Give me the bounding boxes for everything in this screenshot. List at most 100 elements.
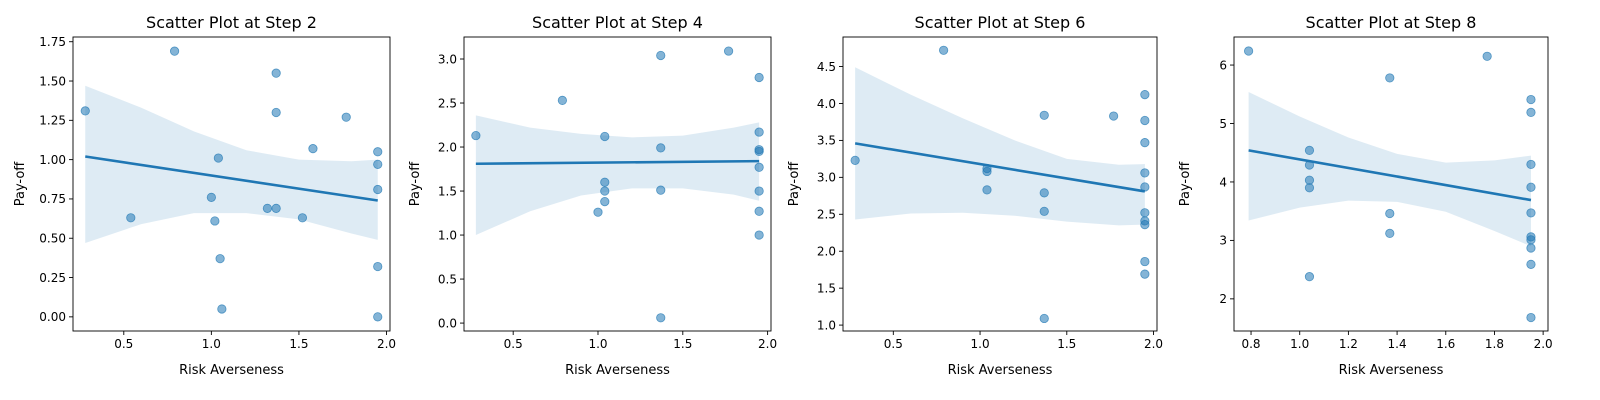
- data-point: [308, 144, 318, 154]
- data-point: [754, 146, 764, 157]
- y-tick-label: 3.0: [438, 52, 457, 66]
- y-tick-label: 4: [1219, 175, 1227, 189]
- subplot-step-2: 0.5 1.0 1.5 2.0 0.00 0.25 0.50 0.75 1.00 1.25 1.50…: [13, 13, 396, 378]
- data-point: [297, 213, 308, 223]
- y-tick-label: 0.75: [39, 192, 66, 206]
- y-axis-label: Pay-off: [408, 161, 423, 207]
- y-tick-label: 0.50: [39, 232, 66, 246]
- data-point: [80, 106, 90, 116]
- x-tick-label: 0.5: [504, 337, 523, 351]
- axes-frame: [463, 36, 772, 332]
- data-point: [217, 304, 227, 314]
- data-point: [373, 184, 383, 195]
- data-point: [271, 68, 281, 78]
- data-point: [754, 127, 764, 137]
- y-tick-label: 4.0: [817, 97, 836, 111]
- data-point: [373, 147, 383, 157]
- x-tick-label: 0.5: [114, 337, 133, 351]
- y-tick-label: 2.0: [438, 140, 457, 154]
- x-axis-label: Risk Averseness: [565, 363, 670, 378]
- x-tick-label: 1.0: [588, 337, 607, 351]
- data-point: [1482, 51, 1492, 61]
- x-tick-label: 1.2: [1339, 337, 1358, 351]
- data-point: [1385, 228, 1395, 238]
- x-tick-label: 0.5: [884, 337, 903, 351]
- regression-line: [1248, 149, 1532, 202]
- y-tick-label: 1.50: [39, 74, 66, 88]
- data-point: [210, 216, 220, 226]
- data-point: [1526, 208, 1536, 218]
- data-point: [1526, 94, 1536, 105]
- confidence-band: [855, 67, 1145, 226]
- data-point: [1526, 235, 1536, 245]
- data-point: [600, 177, 610, 187]
- data-point: [982, 185, 992, 195]
- y-tick-label: 5: [1219, 117, 1227, 131]
- y-tick-label: 1.25: [39, 114, 66, 128]
- y-axis-label: Pay-off: [787, 161, 802, 207]
- data-point: [982, 166, 992, 177]
- data-point: [557, 95, 567, 105]
- x-tick-label: 1.0: [202, 337, 221, 351]
- x-axis-label: Risk Averseness: [1339, 363, 1444, 378]
- data-point: [754, 162, 764, 172]
- y-tick-label: 3: [1219, 234, 1227, 248]
- subplot-step-6: 0.5 1.0 1.5 2.0 1.0 1.5 2.0 2.5 3.0 3.5 4.0 4.5 Scat…: [787, 13, 1163, 378]
- y-axis-label: Pay-off: [1178, 161, 1193, 207]
- x-tick-label: 1.8: [1485, 337, 1504, 351]
- data-point: [754, 186, 764, 196]
- x-tick-label: 1.5: [1057, 337, 1076, 351]
- x-axis-label: Risk Averseness: [948, 363, 1053, 378]
- data-point: [939, 45, 949, 55]
- data-point: [850, 155, 860, 165]
- data-point: [1526, 182, 1536, 192]
- axes-frame: [842, 36, 1158, 332]
- y-tick-label: 2.5: [817, 208, 836, 222]
- y-tick-label: 0.0: [438, 316, 457, 330]
- data-point: [600, 131, 610, 142]
- data-point: [656, 185, 666, 195]
- data-point: [1140, 220, 1150, 230]
- data-point: [1304, 272, 1315, 282]
- y-tick-label: 0.25: [39, 271, 66, 285]
- data-point: [262, 203, 273, 213]
- data-point: [754, 206, 764, 216]
- data-point: [1140, 90, 1150, 100]
- x-tick-label: 0.8: [1241, 337, 1260, 351]
- confidence-band: [475, 115, 760, 236]
- y-tick-label: 0.00: [39, 310, 66, 324]
- data-point: [656, 143, 666, 153]
- data-point: [1304, 175, 1315, 185]
- y-tick-label: 2.0: [817, 245, 836, 259]
- chart-title: Scatter Plot at Step 4: [532, 13, 703, 32]
- data-point: [1140, 269, 1150, 279]
- x-tick-label: 1.5: [289, 337, 308, 351]
- data-point: [373, 312, 383, 322]
- data-point: [1140, 138, 1150, 148]
- data-point: [169, 46, 180, 56]
- x-tick-label: 1.4: [1388, 337, 1407, 351]
- y-tick-label: 1.00: [39, 153, 66, 167]
- axes-frame: [72, 36, 391, 332]
- data-point: [373, 159, 383, 169]
- confidence-band: [1248, 91, 1531, 247]
- data-point: [1526, 107, 1536, 117]
- regression-line: [475, 159, 760, 166]
- x-tick-label: 1.6: [1436, 337, 1455, 351]
- data-point: [1039, 206, 1049, 216]
- data-point: [1140, 168, 1150, 178]
- y-tick-label: 6: [1219, 58, 1227, 72]
- confidence-band: [85, 85, 378, 243]
- data-point: [600, 186, 610, 196]
- data-point: [656, 313, 666, 323]
- data-point: [1140, 115, 1150, 126]
- data-point: [1039, 313, 1049, 324]
- data-point: [1039, 188, 1049, 198]
- y-tick-label: 1.5: [817, 281, 836, 295]
- x-tick-label: 1.0: [1290, 337, 1309, 351]
- regression-line: [854, 142, 1146, 193]
- x-tick-label: 1.0: [971, 337, 990, 351]
- y-tick-label: 2.5: [438, 96, 457, 110]
- y-tick-label: 1.75: [39, 35, 66, 49]
- chart-title: Scatter Plot at Step 6: [915, 13, 1086, 32]
